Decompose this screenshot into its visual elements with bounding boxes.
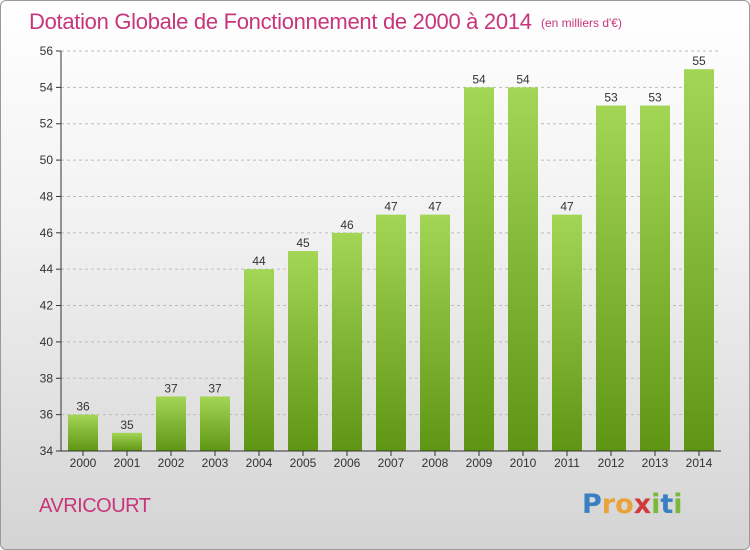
x-tick-label: 2002 bbox=[158, 456, 185, 470]
y-tick-label: 56 bbox=[40, 44, 54, 58]
bar bbox=[156, 396, 186, 451]
bar bbox=[596, 105, 626, 451]
y-tick-label: 46 bbox=[40, 226, 54, 240]
bar-value-label: 37 bbox=[164, 381, 178, 395]
bar bbox=[420, 214, 450, 451]
y-tick-label: 38 bbox=[40, 371, 54, 385]
commune-name: AVRICOURT bbox=[39, 495, 151, 517]
x-tick-label: 2008 bbox=[422, 456, 449, 470]
x-tick-label: 2005 bbox=[290, 456, 317, 470]
x-tick-label: 2007 bbox=[378, 456, 405, 470]
x-tick-label: 2006 bbox=[334, 456, 361, 470]
axes bbox=[56, 50, 721, 456]
x-tick-label: 2003 bbox=[202, 456, 229, 470]
bar bbox=[508, 87, 538, 451]
bar bbox=[552, 214, 582, 451]
bar-value-label: 47 bbox=[560, 200, 574, 214]
logo-letter: t bbox=[660, 489, 674, 520]
y-tick-label: 52 bbox=[40, 117, 54, 131]
y-tick-label: 50 bbox=[40, 153, 54, 167]
bars bbox=[68, 69, 714, 451]
y-tick-label: 34 bbox=[40, 444, 54, 458]
bar bbox=[112, 432, 142, 451]
chart-title: Dotation Globale de Fonctionnement de 20… bbox=[29, 9, 532, 34]
bar-value-label: 53 bbox=[604, 91, 618, 105]
chart-subtitle: (en milliers d'€) bbox=[541, 16, 622, 30]
bar bbox=[288, 251, 318, 451]
proxiti-logo: Proxiti bbox=[582, 489, 683, 520]
bar bbox=[244, 269, 274, 451]
x-tick-label: 2009 bbox=[466, 456, 493, 470]
bar bbox=[332, 232, 362, 451]
x-tick-label: 2013 bbox=[642, 456, 669, 470]
y-tick-label: 48 bbox=[40, 189, 54, 203]
logo-letter: o bbox=[615, 489, 634, 520]
logo-letter: P bbox=[582, 489, 602, 520]
logo-letter: i bbox=[673, 489, 683, 520]
bar bbox=[200, 396, 230, 451]
bar-value-label: 54 bbox=[516, 72, 530, 86]
y-tick-label: 42 bbox=[40, 299, 54, 313]
logo-letter: r bbox=[601, 489, 616, 520]
x-tick-label: 2001 bbox=[114, 456, 141, 470]
bar-value-label: 37 bbox=[208, 381, 222, 395]
y-tick-label: 36 bbox=[40, 408, 54, 422]
bar-value-label: 53 bbox=[648, 91, 662, 105]
x-tick-label: 2010 bbox=[510, 456, 537, 470]
bar bbox=[376, 214, 406, 451]
x-tick-label: 2000 bbox=[70, 456, 97, 470]
y-tick-label: 44 bbox=[40, 262, 54, 276]
bar bbox=[68, 414, 98, 451]
bar-value-label: 54 bbox=[472, 72, 486, 86]
bar bbox=[684, 69, 714, 451]
x-tick-label: 2014 bbox=[686, 456, 713, 470]
bar-value-label: 35 bbox=[120, 418, 134, 432]
y-tick-label: 40 bbox=[40, 335, 54, 349]
logo-letter: i bbox=[651, 489, 661, 520]
x-tick-label: 2011 bbox=[554, 456, 580, 470]
bar-value-label: 45 bbox=[296, 236, 310, 250]
bar-value-label: 44 bbox=[252, 254, 266, 268]
x-tick-label: 2004 bbox=[246, 456, 273, 470]
y-tick-label: 54 bbox=[40, 80, 54, 94]
bar-value-label: 47 bbox=[384, 200, 398, 214]
bar bbox=[640, 105, 670, 451]
bar-value-label: 47 bbox=[428, 200, 442, 214]
bar-value-label: 55 bbox=[692, 54, 706, 68]
x-tick-label: 2012 bbox=[598, 456, 625, 470]
bar-value-label: 36 bbox=[76, 400, 90, 414]
bar-value-label: 46 bbox=[340, 218, 354, 232]
labels: 34 36 38 40 42 44 46 48 50 52 54 56 36 2000 35 2001 37 20… bbox=[40, 44, 713, 470]
bar bbox=[464, 87, 494, 451]
logo-letter: x bbox=[633, 489, 652, 520]
